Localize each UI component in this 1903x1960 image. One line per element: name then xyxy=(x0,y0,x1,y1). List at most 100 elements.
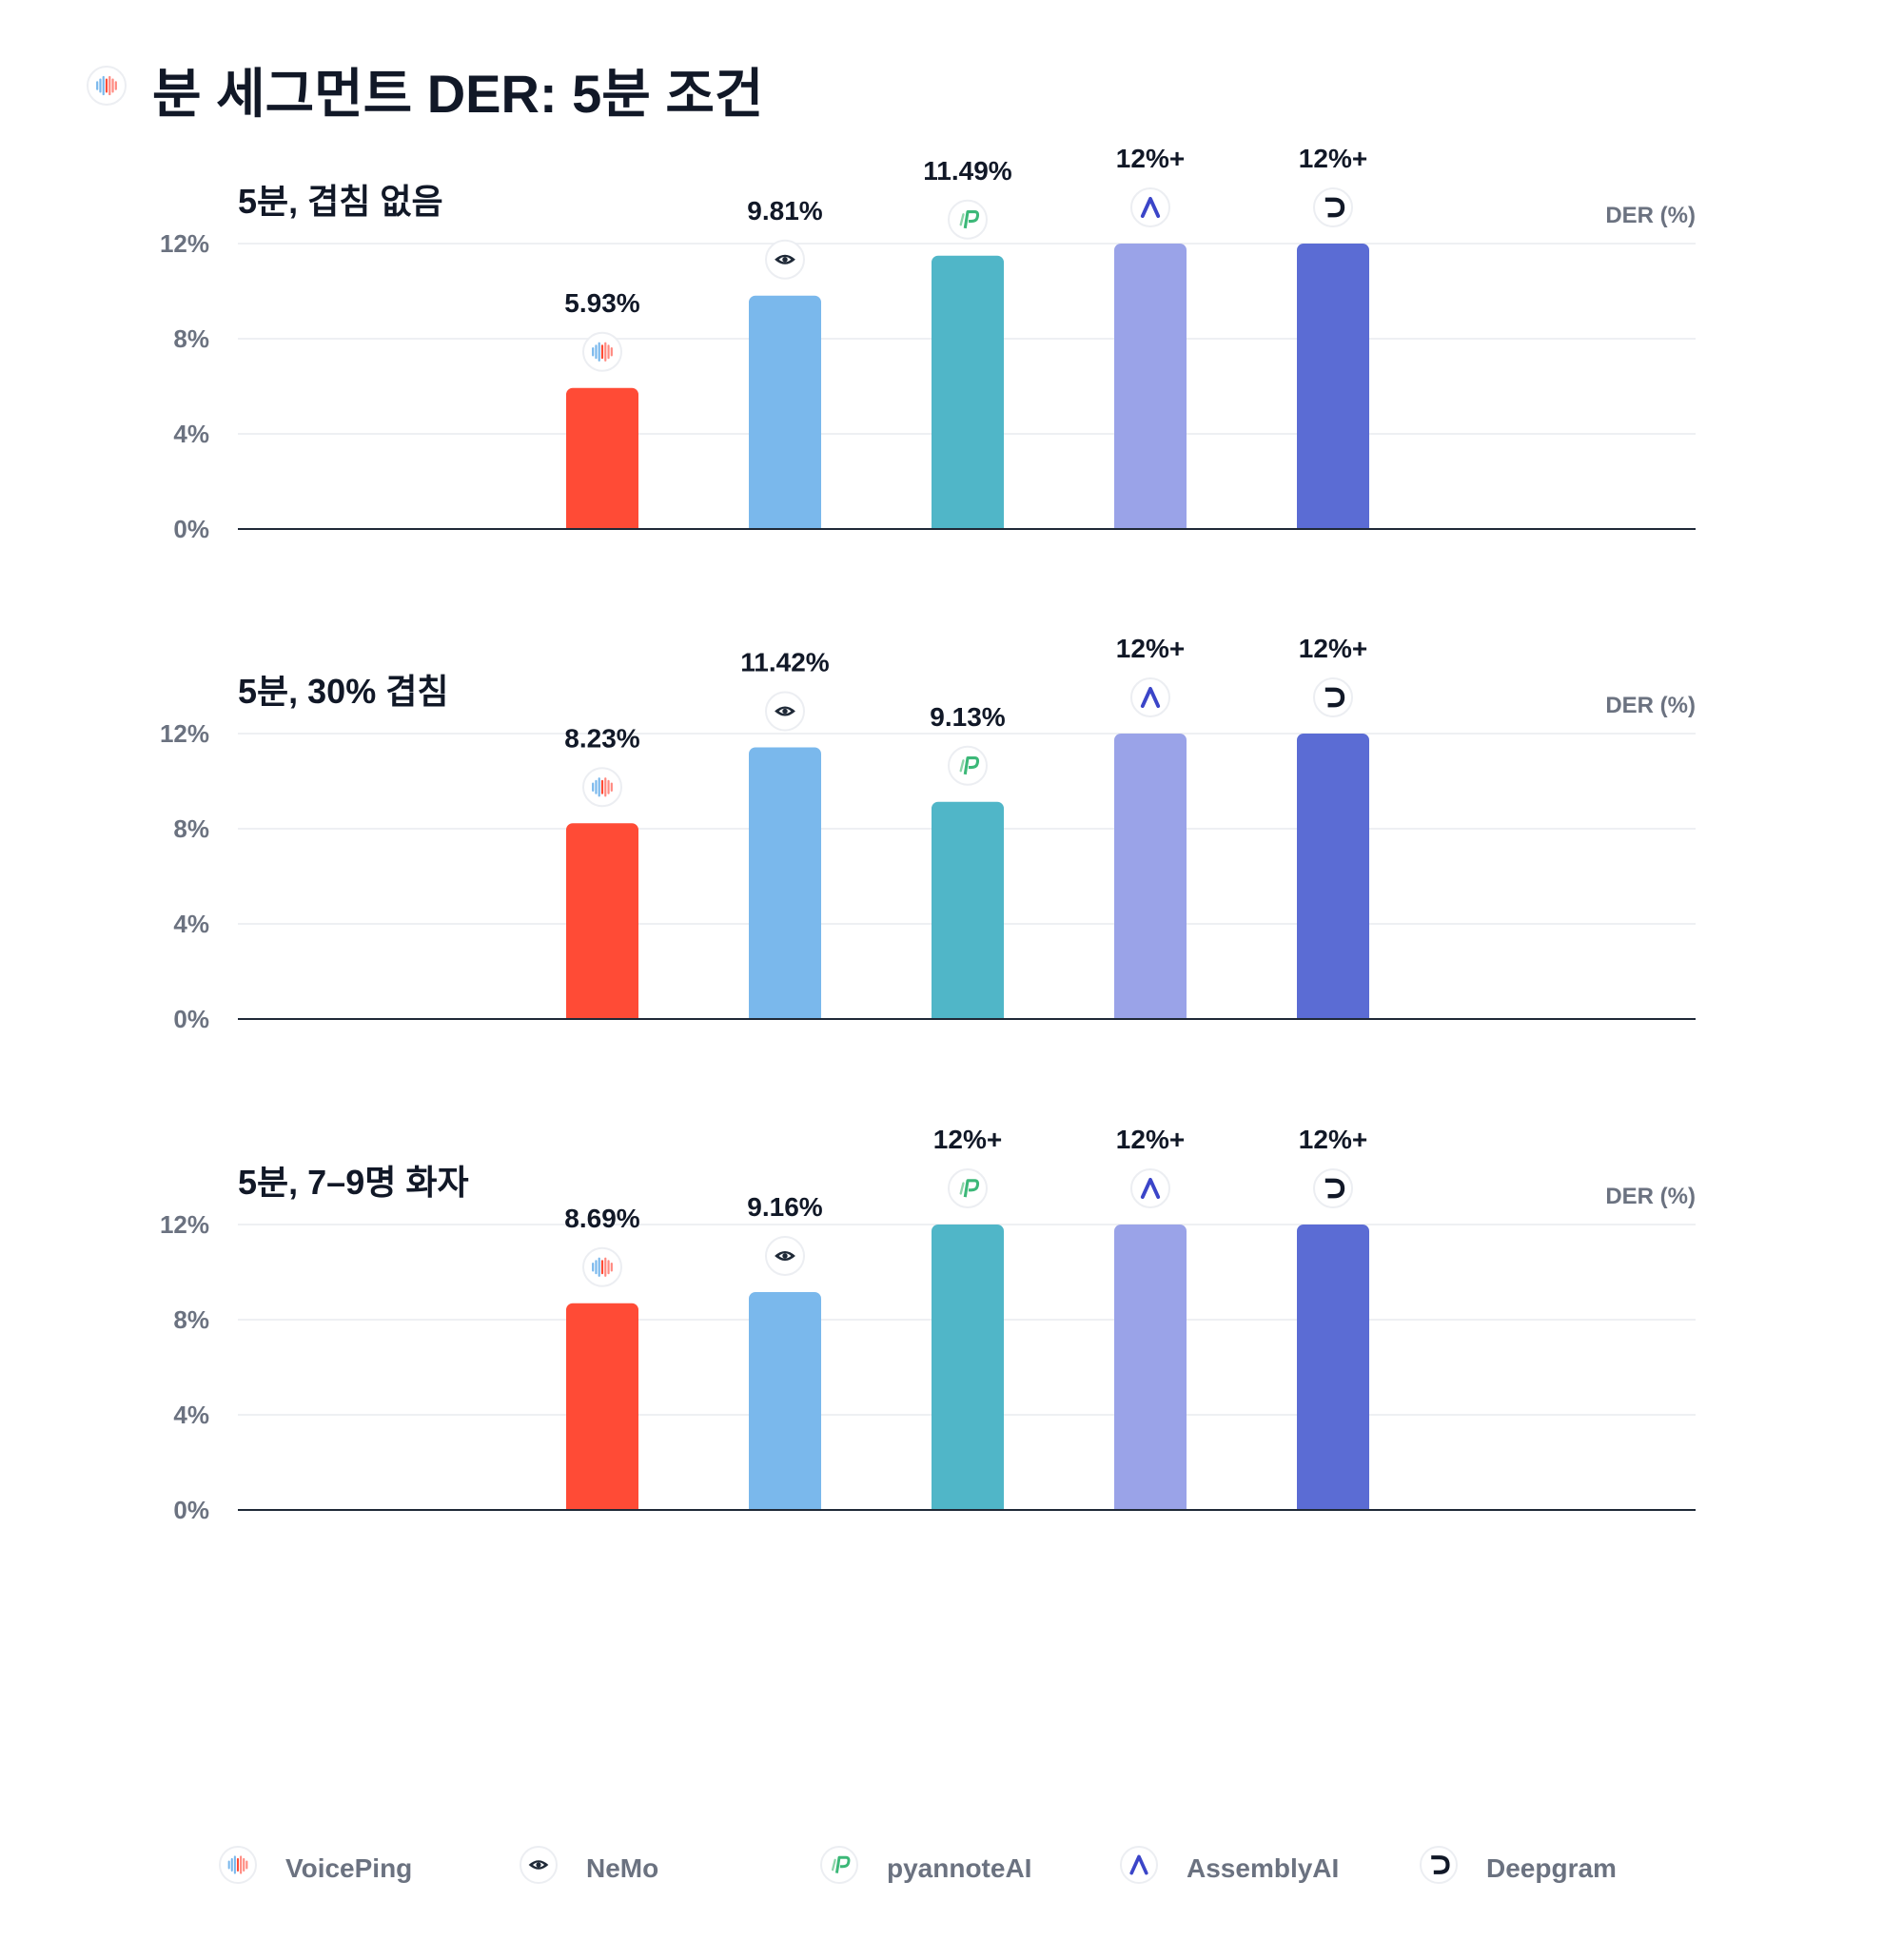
data-label: 11.49% xyxy=(923,156,1012,186)
bar-base-nemo xyxy=(749,1502,821,1510)
bar-assemblyai xyxy=(1114,244,1187,529)
bar-voiceping xyxy=(566,1303,638,1510)
voiceping-waveform-icon xyxy=(582,1246,622,1287)
y-tick-label: 0% xyxy=(173,1496,209,1524)
bar-base-pyannoteai xyxy=(932,521,1004,529)
data-label: 8.69% xyxy=(564,1204,639,1233)
y-tick-label: 4% xyxy=(173,420,209,448)
legend-item-pyannoteai: pyannoteAI xyxy=(820,1846,1031,1884)
bar-pyannoteai xyxy=(932,801,1004,1019)
data-label: 12%+ xyxy=(1299,144,1367,173)
y-tick-label: 8% xyxy=(173,324,209,353)
nemo-eye-icon xyxy=(765,1236,805,1276)
y-tick-label: 0% xyxy=(173,515,209,543)
bar-nemo xyxy=(749,747,821,1019)
header: 분 세그먼트 DER: 5분 조건 xyxy=(87,64,763,124)
data-label: 9.81% xyxy=(747,196,822,225)
chart-panel-2: 5분, 30% 겹침 DER (%) 0% 4% 8% 12% 8.23% 11.42% 9.1… xyxy=(160,634,1696,1033)
data-label: 11.42% xyxy=(740,648,830,677)
bar-deepgram xyxy=(1297,244,1369,529)
bar-base-nemo xyxy=(749,521,821,529)
voiceping-waveform-icon xyxy=(582,767,622,808)
bar-nemo xyxy=(749,295,821,529)
pyannote-p-icon xyxy=(948,745,988,786)
legend: VoicePing NeMo pyannoteAI AssemblyAI Deepgra… xyxy=(219,1846,1617,1884)
bar-base-voiceping xyxy=(566,1011,638,1019)
bar-deepgram xyxy=(1297,1225,1369,1510)
data-label: 9.16% xyxy=(747,1192,822,1222)
bar-voiceping xyxy=(566,823,638,1019)
bar-nemo xyxy=(749,1292,821,1510)
assemblyai-a-icon xyxy=(1130,187,1170,227)
pyannote-p-icon xyxy=(948,1168,988,1208)
bar-base-voiceping xyxy=(566,1502,638,1510)
bar-base-pyannoteai xyxy=(932,1011,1004,1019)
y-tick-label: 0% xyxy=(173,1005,209,1033)
y-tick-label: 12% xyxy=(160,1210,209,1239)
legend-item-deepgram: Deepgram xyxy=(1420,1846,1617,1884)
y-tick-label: 12% xyxy=(160,229,209,258)
legend-item-nemo: NeMo xyxy=(520,1846,658,1884)
y-unit-label: DER (%) xyxy=(1605,203,1696,228)
nemo-eye-icon xyxy=(765,691,805,732)
chart-panel-1: 5분, 겹침 없음 DER (%) 0% 4% 8% 12% 5.93% 9.81% 11.49… xyxy=(160,144,1696,543)
y-tick-label: 12% xyxy=(160,719,209,748)
y-unit-label: DER (%) xyxy=(1605,693,1696,718)
nemo-eye-icon xyxy=(520,1846,558,1884)
data-label: 9.13% xyxy=(930,702,1005,732)
bar-base-nemo xyxy=(749,1011,821,1019)
panel-title: 5분, 30% 겹침 xyxy=(238,672,448,711)
data-label: 12%+ xyxy=(1116,634,1185,663)
bar-base-assemblyai xyxy=(1114,521,1187,529)
data-label: 12%+ xyxy=(1299,634,1367,663)
y-tick-label: 4% xyxy=(173,1401,209,1429)
panel-title: 5분, 겹침 없음 xyxy=(238,182,443,221)
legend-label: Deepgram xyxy=(1486,1853,1617,1883)
legend-label: AssemblyAI xyxy=(1187,1853,1339,1883)
panel-title: 5분, 7–9명 화자 xyxy=(238,1163,469,1202)
data-label: 12%+ xyxy=(1116,144,1185,173)
page-title: 분 세그먼트 DER: 5분 조건 xyxy=(152,64,763,124)
bar-base-pyannoteai xyxy=(932,1502,1004,1510)
chart-panel-3: 5분, 7–9명 화자 DER (%) 0% 4% 8% 12% 8.69% 9.16% 12%… xyxy=(160,1125,1696,1524)
legend-label: pyannoteAI xyxy=(887,1853,1031,1883)
y-unit-label: DER (%) xyxy=(1605,1184,1696,1209)
data-label: 5.93% xyxy=(564,288,639,318)
y-tick-label: 8% xyxy=(173,1305,209,1334)
bar-base-assemblyai xyxy=(1114,1502,1187,1510)
assemblyai-a-icon xyxy=(1120,1846,1158,1884)
data-label: 12%+ xyxy=(933,1125,1002,1154)
nemo-eye-icon xyxy=(765,239,805,280)
deepgram-d-icon xyxy=(1313,677,1353,717)
bar-base-deepgram xyxy=(1297,1502,1369,1510)
data-label: 8.23% xyxy=(564,723,639,753)
bar-assemblyai xyxy=(1114,734,1187,1019)
legend-item-voiceping: VoicePing xyxy=(219,1846,412,1884)
deepgram-d-icon xyxy=(1313,187,1353,227)
legend-item-assemblyai: AssemblyAI xyxy=(1120,1846,1339,1884)
bar-pyannoteai xyxy=(932,255,1004,529)
chart-panels: 5분, 겹침 없음 DER (%) 0% 4% 8% 12% 5.93% 9.81% 11.49… xyxy=(160,144,1696,1524)
voiceping-waveform-icon xyxy=(219,1846,257,1884)
bar-deepgram xyxy=(1297,734,1369,1019)
bar-pyannoteai xyxy=(932,1225,1004,1510)
bar-base-deepgram xyxy=(1297,1011,1369,1019)
assemblyai-a-icon xyxy=(1130,677,1170,717)
pyannote-p-icon xyxy=(820,1846,858,1884)
y-tick-label: 8% xyxy=(173,814,209,843)
y-tick-label: 4% xyxy=(173,910,209,938)
bar-base-deepgram xyxy=(1297,521,1369,529)
bar-assemblyai xyxy=(1114,1225,1187,1510)
bar-base-voiceping xyxy=(566,521,638,529)
legend-label: NeMo xyxy=(586,1853,658,1883)
bar-base-assemblyai xyxy=(1114,1011,1187,1019)
assemblyai-a-icon xyxy=(1130,1168,1170,1208)
data-label: 12%+ xyxy=(1116,1125,1185,1154)
bar-voiceping xyxy=(566,387,638,529)
deepgram-d-icon xyxy=(1313,1168,1353,1208)
voiceping-waveform-icon xyxy=(87,66,127,106)
legend-label: VoicePing xyxy=(285,1853,412,1883)
data-label: 12%+ xyxy=(1299,1125,1367,1154)
voiceping-waveform-icon xyxy=(582,331,622,372)
